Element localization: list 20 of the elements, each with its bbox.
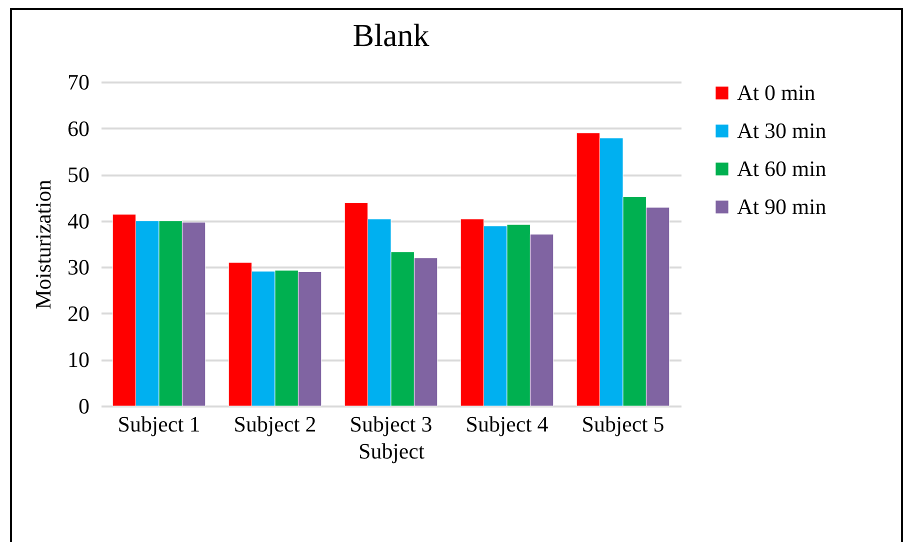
- y-tick-label: 60: [68, 116, 90, 141]
- x-tick-label: Subject 3: [350, 412, 432, 436]
- y-tick-label: 70: [68, 70, 90, 94]
- chart-title: Blank: [352, 17, 430, 53]
- legend-label: At 90 min: [737, 194, 826, 219]
- x-axis-title: Subject: [358, 438, 424, 464]
- y-tick-label: 40: [68, 208, 90, 234]
- x-tick-label: Subject 1: [118, 412, 200, 436]
- y-tick-label: 0: [78, 394, 90, 418]
- legend-label: At 30 min: [737, 118, 826, 143]
- y-tick-label: 20: [68, 300, 90, 326]
- y-tick-label: 30: [68, 254, 90, 280]
- x-tick-label: Subject 5: [582, 412, 664, 436]
- x-tick-label: Subject 4: [466, 412, 548, 436]
- y-tick-label: 10: [68, 347, 90, 372]
- y-tick-label: 50: [68, 162, 90, 188]
- legend-label: At 0 min: [737, 80, 816, 105]
- y-axis-title: Moisturization: [30, 180, 56, 310]
- x-tick-label: Subject 2: [234, 412, 316, 436]
- legend-label: At 60 min: [737, 156, 826, 181]
